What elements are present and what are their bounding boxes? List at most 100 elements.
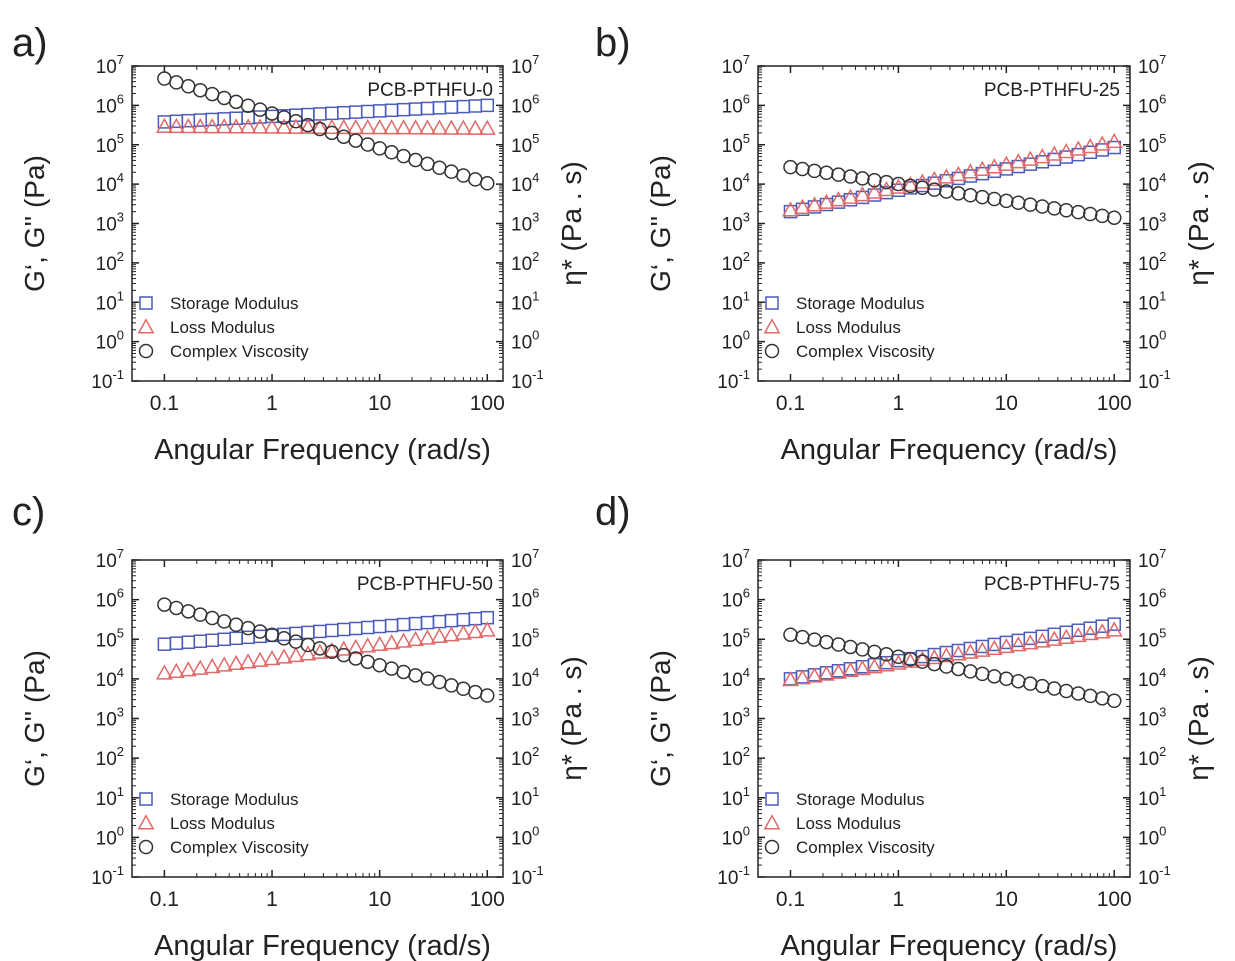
x-tick-label: 1: [893, 888, 905, 911]
data-point-triangle: [913, 173, 931, 189]
y-right-tick-label: 105: [511, 625, 539, 651]
legend-marker-triangle: [763, 318, 781, 334]
data-point-circle: [396, 664, 411, 680]
x-tick-label: 0.1: [776, 888, 805, 911]
data-point-circle: [204, 610, 220, 626]
data-point-square: [396, 102, 411, 117]
y-right-tick-label: 103: [511, 210, 539, 236]
data-point-triangle: [335, 640, 353, 656]
y-left-axis-title: G‘, G'' (Pa): [645, 155, 676, 292]
data-point-triangle: [419, 629, 436, 645]
data-point-square: [444, 613, 459, 628]
y-right-tick-label: 107: [1138, 546, 1166, 572]
data-point-circle: [1059, 683, 1074, 699]
data-point-square: [456, 99, 471, 114]
data-point-square: [408, 102, 423, 116]
data-point-circle: [240, 620, 256, 636]
data-point-circle: [855, 642, 870, 657]
data-point-circle: [1094, 208, 1110, 224]
data-point-circle: [819, 165, 834, 181]
data-point-square: [301, 625, 315, 640]
data-point-square: [325, 106, 339, 121]
y-right-tick-label: 106: [511, 586, 539, 612]
data-point-triangle: [395, 119, 413, 135]
data-point-square: [420, 615, 435, 630]
data-point-circle: [1106, 693, 1122, 709]
data-point-triangle: [889, 178, 907, 194]
data-point-circle: [1047, 201, 1062, 216]
y-right-axis-title: η* (Pa . s): [1183, 656, 1214, 780]
data-point-triangle: [251, 118, 269, 134]
data-point-triangle: [466, 622, 484, 639]
data-point-triangle: [817, 193, 835, 209]
data-point-circle: [276, 631, 292, 646]
data-point-square: [360, 620, 375, 635]
x-axis-title: Angular Frequency (rad/s): [781, 434, 1118, 466]
series-circle: [783, 627, 1122, 709]
x-tick-label: 10: [995, 392, 1018, 415]
data-point-triangle: [275, 648, 293, 664]
data-point-circle: [181, 79, 196, 94]
data-point-triangle: [1069, 140, 1087, 156]
data-point-circle: [420, 671, 435, 686]
data-point-triangle: [1021, 150, 1039, 166]
data-point-triangle: [299, 645, 317, 661]
data-point-triangle: [215, 118, 233, 134]
data-point-circle: [783, 159, 798, 175]
data-point-circle: [456, 681, 471, 697]
data-point-circle: [1094, 691, 1110, 706]
data-point-square: [456, 612, 471, 627]
data-point-square: [408, 616, 423, 631]
y-left-tick-label: 104: [96, 665, 124, 691]
data-point-square: [1107, 617, 1121, 631]
data-point-triangle: [371, 119, 389, 135]
data-point-triangle: [311, 118, 329, 134]
data-point-triangle: [1009, 153, 1027, 169]
data-point-circle: [855, 171, 870, 186]
data-point-triangle: [985, 158, 1003, 174]
data-point-square: [241, 110, 255, 125]
y-left-tick-label: 105: [96, 131, 124, 157]
panel-label: a): [12, 21, 48, 65]
data-point-triangle: [794, 669, 811, 685]
data-point-square: [480, 98, 495, 113]
data-point-triangle: [383, 119, 401, 135]
data-point-circle: [1071, 686, 1086, 701]
panel-label: b): [595, 21, 631, 65]
data-point-circle: [264, 106, 280, 121]
data-point-circle: [987, 191, 1002, 207]
y-left-tick-label: 105: [96, 625, 124, 651]
y-right-tick-label: 106: [1138, 586, 1166, 612]
data-point-square: [360, 104, 375, 119]
y-right-tick-label: 103: [1138, 210, 1166, 236]
data-point-triangle: [407, 630, 424, 647]
data-point-triangle: [203, 657, 221, 674]
data-point-triangle: [1081, 137, 1099, 154]
sample-label: PCB-PTHFU-25: [984, 80, 1120, 101]
x-tick-label: 1: [893, 392, 905, 415]
legend-marker-circle: [138, 343, 154, 359]
y-right-tick-label: 103: [1138, 705, 1166, 731]
data-point-triangle: [937, 168, 955, 184]
legend-marker-circle: [764, 839, 780, 855]
y-right-tick-label: 100: [511, 823, 539, 849]
y-right-axis-title: η* (Pa . s): [556, 656, 587, 780]
data-point-triangle: [407, 119, 424, 135]
data-point-triangle: [419, 119, 436, 135]
data-point-circle: [807, 632, 822, 647]
data-point-triangle: [335, 118, 353, 135]
data-point-triangle: [853, 659, 871, 676]
data-point-circle: [843, 169, 858, 184]
data-point-circle: [963, 664, 978, 679]
y-right-tick-label: 10-1: [511, 367, 544, 393]
y-left-tick-label: 104: [722, 170, 750, 196]
data-point-triangle: [997, 155, 1015, 171]
y-right-tick-label: 101: [511, 784, 539, 810]
data-point-square: [432, 614, 447, 629]
data-point-triangle: [155, 117, 173, 134]
y-left-tick-label: 101: [96, 784, 124, 810]
legend-marker-circle: [138, 839, 154, 855]
y-left-tick-label: 101: [96, 288, 124, 314]
x-tick-label: 100: [1097, 392, 1132, 415]
data-point-triangle: [1105, 132, 1123, 149]
